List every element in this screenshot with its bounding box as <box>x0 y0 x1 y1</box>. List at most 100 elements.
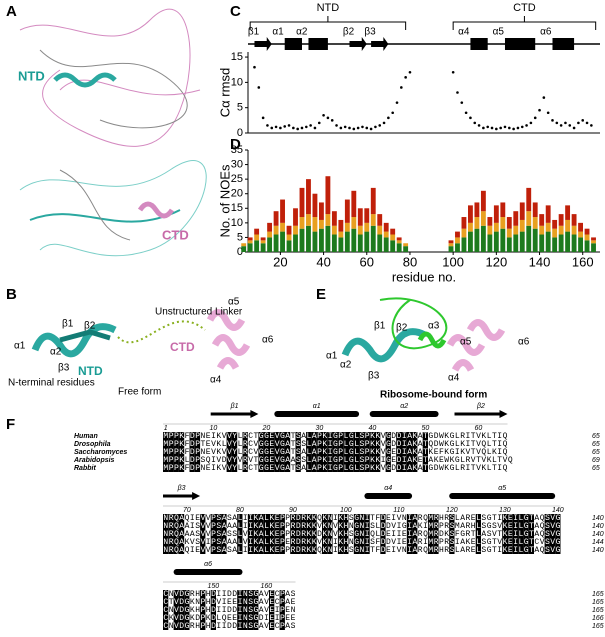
x-tick-label: 80 <box>403 254 417 269</box>
bar-segment <box>591 237 596 241</box>
point <box>261 116 265 120</box>
conserved-column <box>549 514 556 554</box>
conserved-column <box>173 590 179 630</box>
conserved-column <box>332 432 338 472</box>
point <box>274 125 278 129</box>
bar-segment <box>344 222 350 232</box>
conserved-column <box>422 432 428 472</box>
conserved-column <box>343 514 349 554</box>
conserved-column <box>269 432 275 472</box>
bar-segment <box>306 225 311 252</box>
annotation: Ribosome-bound form <box>380 390 487 401</box>
conserved-column <box>242 432 248 472</box>
structure-ensemble-ctd <box>19 160 207 257</box>
ribbon-free-form <box>31 309 251 370</box>
bar-segment <box>357 208 363 226</box>
bar-segment <box>591 243 596 252</box>
point <box>555 121 559 125</box>
helix <box>274 411 360 417</box>
strand <box>371 37 389 51</box>
bar-segment <box>513 225 519 235</box>
row-end: 165 <box>592 591 604 598</box>
conserved-column <box>258 514 264 554</box>
bar-segment <box>558 234 564 252</box>
point <box>516 126 520 130</box>
y-tick-label: 15 <box>231 51 243 63</box>
conserved-column <box>528 514 534 554</box>
y-tick-label: 10 <box>231 217 243 229</box>
bar-segment <box>331 225 337 235</box>
conserved-column <box>322 514 328 554</box>
bar-segment <box>513 211 519 226</box>
conserved-column <box>178 432 185 472</box>
conserved-column <box>269 514 275 554</box>
ss-label: β3 <box>177 485 186 492</box>
ss-label: α3 <box>428 321 440 332</box>
x-tick-label: 20 <box>273 254 287 269</box>
conserved-column <box>306 432 312 472</box>
panel-label: D <box>230 136 241 153</box>
conserved-column <box>231 432 238 472</box>
bar-segment <box>312 193 318 218</box>
ss-label: β3 <box>364 27 376 38</box>
y-tick-label: 10 <box>231 76 243 88</box>
conserved-column <box>385 432 391 472</box>
bar-segment <box>532 202 538 218</box>
y-tick-label: 5 <box>237 231 243 243</box>
point <box>482 126 485 130</box>
bar-segment <box>299 187 305 218</box>
conserved-column <box>311 514 317 554</box>
conserved-column <box>507 514 513 554</box>
bar-segment <box>325 176 331 215</box>
conserved-column <box>210 514 216 554</box>
conserved-column <box>523 514 529 554</box>
row-end: 69 <box>592 457 600 464</box>
point <box>292 126 295 130</box>
bar-segment <box>545 231 551 252</box>
bar-segment <box>293 234 298 252</box>
bar-segment <box>280 231 285 252</box>
bar-segment <box>383 222 389 232</box>
y-tick-label: 0 <box>237 246 243 258</box>
bar-segment <box>461 217 467 229</box>
bar-segment <box>344 199 350 223</box>
bar-segment <box>519 219 525 232</box>
domain-label: CTD <box>162 227 189 242</box>
strand <box>210 410 259 418</box>
point <box>343 125 347 129</box>
bar-segment <box>396 243 402 252</box>
helix <box>308 38 328 50</box>
bar-segment <box>325 214 331 226</box>
bar-segment <box>344 231 350 252</box>
bar-segment <box>364 222 370 232</box>
ruler-number: 10 <box>209 425 217 432</box>
conserved-column <box>359 514 365 554</box>
ss-label: β3 <box>58 363 70 374</box>
conserved-column <box>300 514 307 554</box>
bar-segment <box>247 243 253 252</box>
point <box>378 124 382 127</box>
conserved-column <box>343 432 349 472</box>
point <box>512 127 515 131</box>
y-axis-label: No. of NOEs <box>217 164 232 237</box>
bar-segment <box>513 234 519 252</box>
row-end: 65 <box>592 465 600 472</box>
y-tick-label: 25 <box>231 173 243 185</box>
ruler-number: 40 <box>368 425 376 432</box>
bar-segment <box>584 234 590 241</box>
conserved-column <box>194 432 201 472</box>
bar-segment <box>526 225 532 252</box>
bar-segment <box>571 214 577 226</box>
point <box>317 121 321 125</box>
point <box>313 126 317 130</box>
bar-segment <box>552 228 558 238</box>
conserved-column <box>316 432 322 472</box>
conserved-column <box>173 514 179 554</box>
conserved-column <box>502 514 508 554</box>
species-name: Saccharomyces <box>74 449 127 456</box>
bar-segment <box>260 243 266 252</box>
species-name: Rabbit <box>74 465 96 472</box>
conserved-column <box>168 514 174 554</box>
x-axis-label: residue no. <box>392 269 456 284</box>
